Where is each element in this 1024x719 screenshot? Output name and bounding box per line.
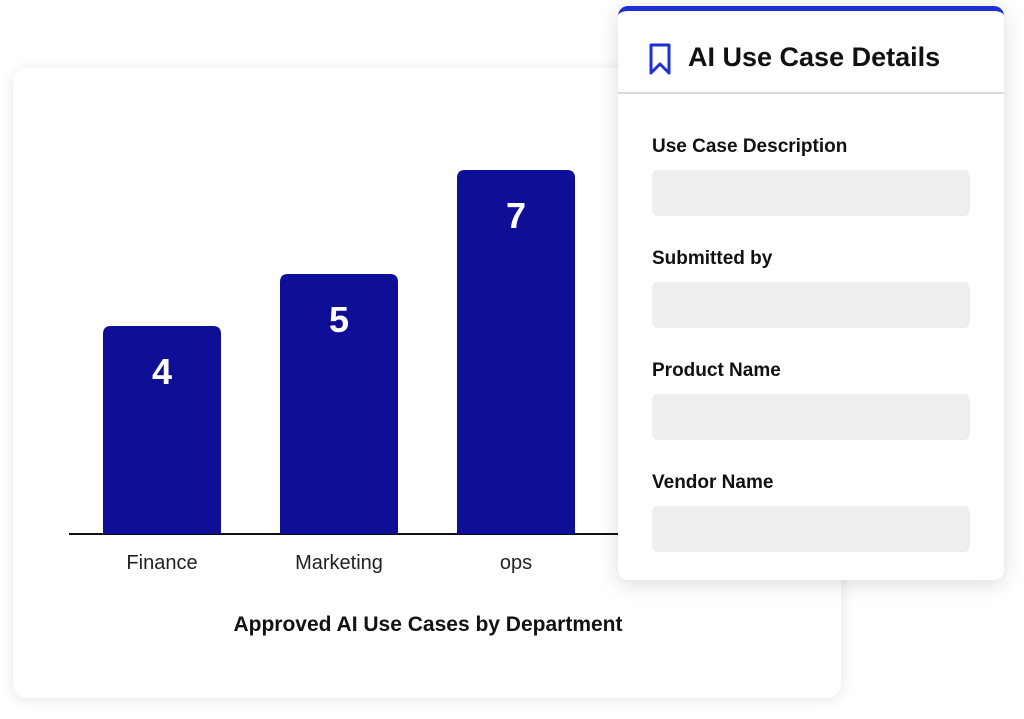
bar-value-label: 4	[152, 351, 172, 392]
bar-chart: 4 Finance 5 Marketing 7 ops	[69, 170, 623, 574]
panel-title: AI Use Case Details	[688, 42, 941, 72]
submitted-by-field: Submitted by	[652, 247, 970, 328]
field-label: Vendor Name	[652, 472, 774, 493]
field-label: Submitted by	[652, 248, 773, 269]
panel-header: AI Use Case Details	[618, 11, 1004, 94]
bar-marketing	[280, 274, 398, 534]
bar-value-label: 7	[506, 195, 526, 236]
bar-ops	[457, 170, 575, 534]
chart-title: Approved AI Use Cases by Department	[233, 613, 623, 636]
field-label: Product Name	[652, 360, 781, 381]
field-label: Use Case Description	[652, 136, 848, 157]
vendor-name-input[interactable]	[652, 506, 970, 552]
product-name-field: Product Name	[652, 359, 970, 440]
submitted-by-input[interactable]	[652, 282, 970, 328]
product-name-input[interactable]	[652, 394, 970, 440]
details-panel: AI Use Case Details Use Case Description…	[618, 6, 1004, 580]
bar-finance	[103, 326, 221, 534]
vendor-name-field: Vendor Name	[652, 471, 970, 552]
use-case-description-input[interactable]	[652, 170, 970, 216]
bar-value-label: 5	[329, 299, 349, 340]
bookmark-icon	[649, 43, 671, 75]
x-tick-label: Marketing	[295, 552, 383, 574]
x-tick-label: ops	[500, 552, 532, 574]
use-case-description-field: Use Case Description	[652, 135, 970, 216]
x-tick-label: Finance	[126, 552, 197, 574]
